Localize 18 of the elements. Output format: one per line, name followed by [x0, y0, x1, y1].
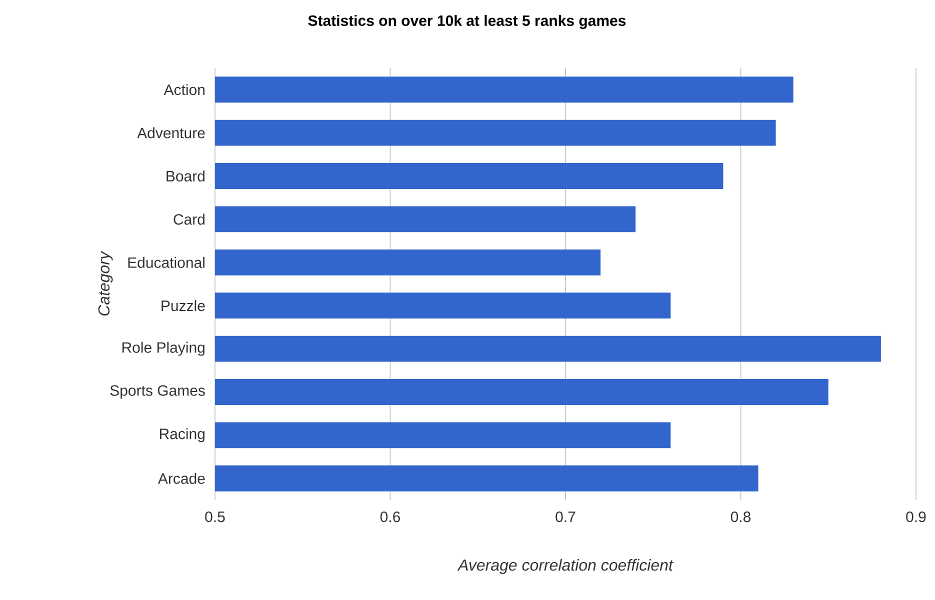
y-tick-label: Arcade — [158, 472, 205, 484]
y-tick-label: Card — [174, 214, 204, 225]
x-tick-label: 0.7 — [556, 512, 576, 522]
x-tick-label: 0.9 — [906, 512, 926, 522]
y-tick-label: Action — [164, 84, 204, 96]
y-tick-label: Puzzle — [162, 300, 205, 312]
y-tick-label: Board — [166, 170, 204, 182]
x-tick-label: 0.6 — [380, 512, 400, 522]
y-axis-title: Category — [98, 250, 113, 316]
x-axis-title: Average correlation coefficient — [457, 559, 674, 574]
y-tick-label: Racing — [160, 428, 204, 442]
x-tick-label: 0.8 — [730, 512, 751, 522]
x-tick-label: 0.5 — [205, 512, 225, 522]
y-tick-label: Adventure — [137, 127, 205, 138]
y-tick-label: Educational — [128, 256, 204, 268]
y-tick-label: Sports Games — [110, 385, 205, 399]
y-tick-label: Role Playing — [122, 342, 204, 356]
chart-title: Statistics on over 10k at least 5 ranks games — [308, 14, 626, 30]
